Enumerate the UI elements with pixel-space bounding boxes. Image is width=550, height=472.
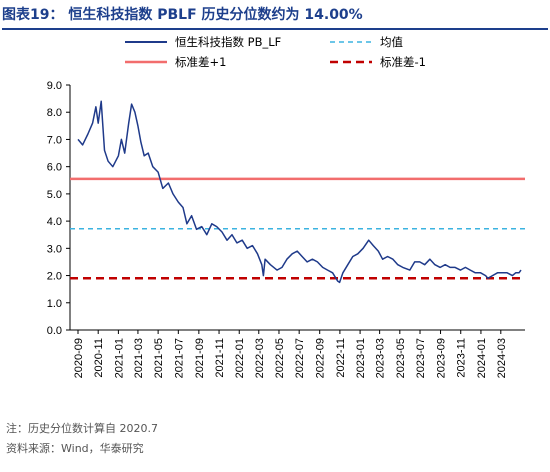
y-tick-label: 4.0 bbox=[47, 216, 62, 228]
source-note: 资料来源：Wind，华泰研究 bbox=[6, 442, 144, 455]
y-tick-label: 3.0 bbox=[47, 243, 62, 255]
y-tick-label: 9.0 bbox=[47, 80, 62, 92]
x-tick-label: 2022-01 bbox=[234, 338, 246, 378]
x-tick-label: 2022-03 bbox=[254, 338, 266, 378]
footnote: 注：历史分位数计算自 2020.7 bbox=[6, 422, 158, 435]
x-tick-label: 2021-05 bbox=[153, 338, 165, 378]
x-tick-label: 2021-03 bbox=[133, 338, 145, 378]
y-tick-label: 1.0 bbox=[47, 298, 62, 310]
y-tick-label: 0.0 bbox=[47, 325, 62, 337]
chart-title: 图表19： 恒生科技指数 PBLF 历史分位数约为 14.00% bbox=[2, 4, 548, 30]
reference-lines bbox=[70, 177, 525, 280]
x-tick-label: 2024-01 bbox=[476, 338, 488, 378]
x-tick-label: 2021-11 bbox=[214, 338, 226, 378]
legend-label: 恒生科技指数 PB_LF bbox=[175, 35, 281, 49]
x-tick-label: 2021-09 bbox=[194, 338, 206, 378]
x-tick-label: 2023-09 bbox=[436, 338, 448, 378]
x-tick-label: 2023-05 bbox=[395, 338, 407, 378]
x-tick-label: 2020-09 bbox=[73, 338, 85, 378]
legend-label: 均值 bbox=[380, 35, 403, 49]
x-tick-label: 2023-11 bbox=[456, 338, 468, 378]
x-tick-label: 2022-05 bbox=[274, 338, 286, 378]
x-tick-label: 2023-03 bbox=[375, 338, 387, 378]
y-tick-label: 8.0 bbox=[47, 107, 62, 119]
y-tick-label: 7.0 bbox=[47, 134, 62, 146]
x-tick-label: 2024-03 bbox=[496, 338, 508, 378]
x-tick-label: 2021-01 bbox=[113, 338, 125, 378]
x-tick-label: 2023-07 bbox=[415, 338, 427, 378]
x-tick-label: 2023-01 bbox=[355, 338, 367, 378]
series-line bbox=[77, 100, 522, 284]
legend-label: 标准差+1 bbox=[175, 55, 226, 69]
x-tick-label: 2022-11 bbox=[335, 338, 347, 378]
x-tick-label: 2022-09 bbox=[315, 338, 327, 378]
y-axis: 0.0 1.0 2.0 3.0 4.0 5.0 6.0 7.0 8.0 9.0 bbox=[47, 80, 71, 337]
y-tick-label: 5.0 bbox=[47, 189, 62, 201]
x-axis: 2020-09 2020-11 2021-01 2021-03 2021-05 2021-… bbox=[70, 329, 525, 378]
x-tick-label: 2022-07 bbox=[294, 338, 306, 378]
x-tick-label: 2020-11 bbox=[93, 338, 105, 378]
legend-label: 标准差-1 bbox=[380, 55, 426, 69]
y-tick-label: 6.0 bbox=[47, 162, 62, 174]
y-tick-label: 2.0 bbox=[47, 271, 62, 283]
x-tick-label: 2021-07 bbox=[173, 338, 185, 378]
series bbox=[77, 100, 522, 284]
